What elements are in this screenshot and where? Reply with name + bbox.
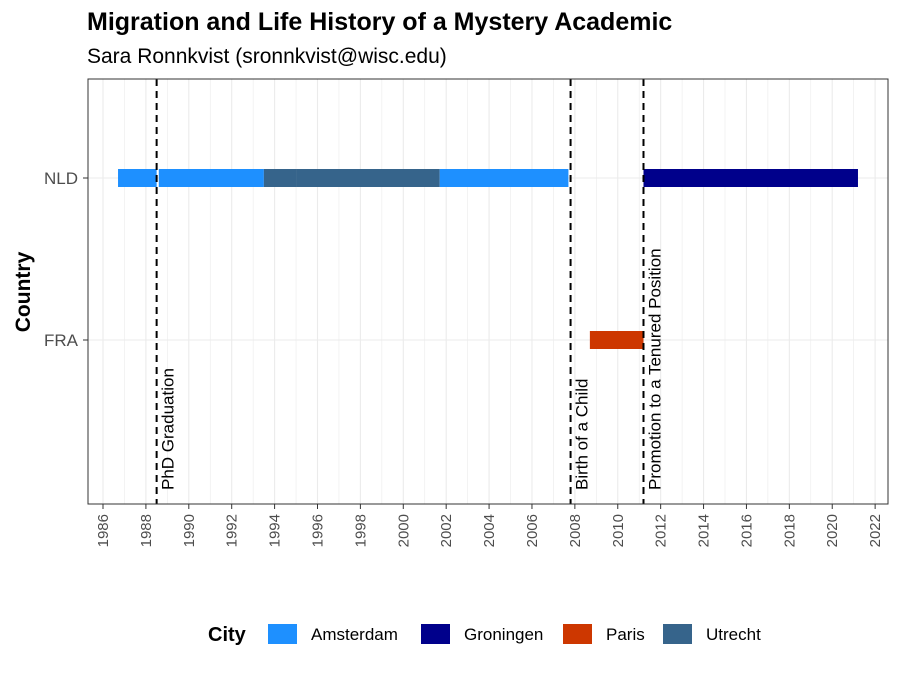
x-tick-label: 2010	[610, 514, 627, 547]
x-tick-label: 2000	[395, 514, 412, 547]
x-tick-label: 2008	[567, 514, 584, 547]
legend-label-groningen: Groningen	[464, 625, 543, 644]
x-tick-label: 2022	[867, 514, 884, 547]
x-tick-label: 2004	[481, 514, 498, 547]
x-tick-label: 1990	[181, 514, 198, 547]
legend-title: City	[208, 624, 247, 646]
x-tick-label: 2002	[438, 514, 455, 547]
segment-paris	[589, 331, 644, 349]
x-tick-label: 1986	[95, 514, 112, 547]
x-tick-label: 2014	[696, 514, 713, 547]
segment-utrecht	[296, 169, 440, 187]
x-tick-label: 2006	[524, 514, 541, 547]
event-lines: PhD Graduation Birth of a Child Promotion …	[155, 79, 664, 504]
legend-label-utrecht: Utrecht	[706, 625, 761, 644]
x-tick-label: 2016	[738, 514, 755, 547]
legend-key-groningen	[421, 624, 450, 644]
legend-label-amsterdam: Amsterdam	[311, 625, 398, 644]
chart-title: Migration and Life History of a Mystery …	[87, 8, 672, 36]
event-label: Promotion to a Tenured Position	[645, 248, 664, 490]
legend-key-paris	[563, 624, 592, 644]
x-axis: 1986 1988 1990 1992 1994 1996 1998 2000 2002 2004…	[95, 504, 884, 547]
x-tick-label: 2020	[824, 514, 841, 547]
x-tick-label: 2018	[781, 514, 798, 547]
segment-groningen	[643, 169, 858, 187]
chart-subtitle: Sara Ronnkvist (sronnkvist@wisc.edu)	[87, 45, 447, 68]
y-axis-label: Country	[12, 251, 35, 332]
plot-panel	[88, 79, 888, 504]
legend: City Amsterdam Groningen Paris Utrecht	[208, 624, 761, 646]
event-label: Birth of a Child	[573, 379, 592, 491]
segment-utrecht	[263, 169, 297, 187]
city-segments	[118, 169, 858, 349]
legend-label-paris: Paris	[606, 625, 645, 644]
x-tick-label: 1992	[224, 514, 241, 547]
x-tick-label: 1998	[352, 514, 369, 547]
segment-amsterdam	[439, 169, 569, 187]
x-tick-label: 1988	[138, 514, 155, 547]
y-tick-label: NLD	[44, 169, 78, 188]
plot-border	[87, 78, 889, 505]
x-tick-label: 2012	[653, 514, 670, 547]
x-tick-label: 1996	[309, 514, 326, 547]
y-axis: NLD FRA	[44, 169, 88, 350]
legend-key-utrecht	[663, 624, 692, 644]
segment-amsterdam	[158, 169, 264, 187]
legend-key-amsterdam	[268, 624, 297, 644]
x-tick-label: 1994	[267, 514, 284, 547]
segment-amsterdam	[118, 169, 157, 187]
y-tick-label: FRA	[44, 331, 79, 350]
event-label: PhD Graduation	[159, 368, 178, 490]
